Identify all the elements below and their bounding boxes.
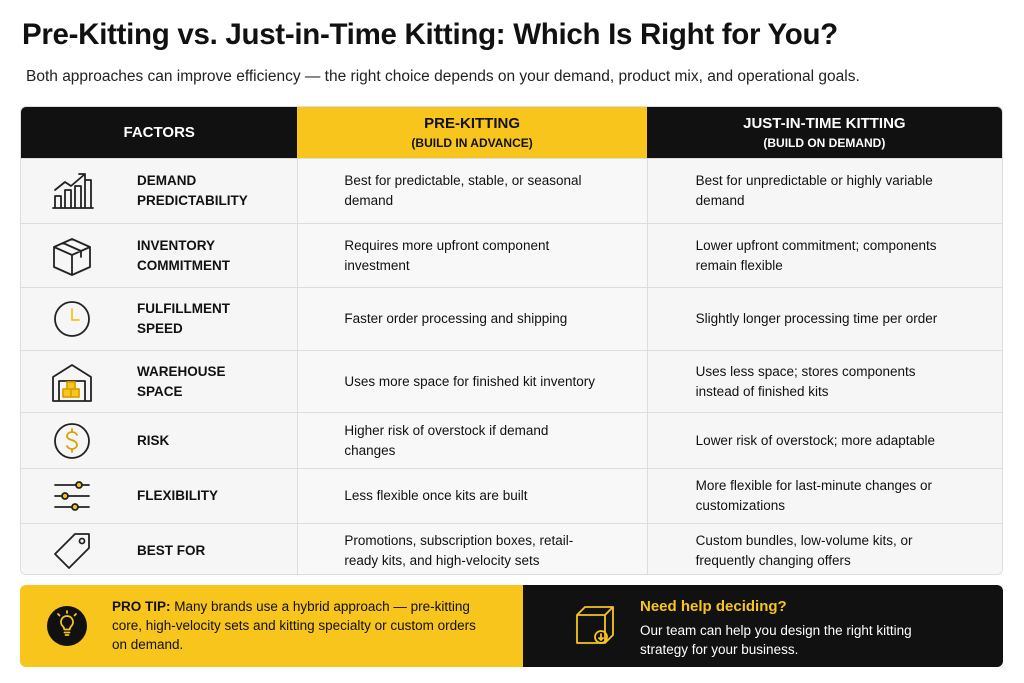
box-icon	[576, 606, 614, 644]
column-label: JUST-IN-TIME KITTING	[743, 115, 906, 132]
jit-text: More flexible for last-minute changes or…	[695, 478, 933, 513]
pro-tip: PRO TIP: Many brands use a hybrid approa…	[20, 585, 523, 667]
factor-label: INVENTORY COMMITMENT	[137, 237, 230, 273]
column-sublabel: (BUILD IN ADVANCE)	[411, 136, 533, 150]
help-text: Our team can help you design the right k…	[640, 623, 912, 657]
factor-label: FLEXIBILITY	[137, 488, 218, 503]
jit-cell: More flexible for last-minute changes or…	[646, 469, 1002, 523]
pre-kitting-text: Higher risk of overstock if demand chang…	[344, 422, 549, 458]
tip-label: PRO TIP:	[112, 599, 171, 614]
pre-kitting-text: Best for predictable, stable, or seasona…	[344, 173, 582, 208]
pre-kitting-cell: Uses more space for finished kit invento…	[297, 351, 647, 412]
help-title: Need help deciding?	[640, 598, 787, 615]
factor-label: FULFILLMENT SPEED	[137, 301, 230, 336]
factor-icon	[54, 301, 90, 337]
pre-kitting-text: Faster order processing and shipping	[344, 311, 568, 326]
subtitle: Both approaches can improve efficiency —…	[26, 68, 860, 85]
factor-cell: RISK	[21, 413, 298, 468]
table-row: FLEXIBILITY Less flexible once kits are b…	[21, 468, 1002, 523]
column-label: PRE-KITTING	[424, 115, 520, 132]
factor-cell: FLEXIBILITY	[21, 469, 298, 523]
bulb-icon	[47, 606, 87, 646]
jit-cell: Uses less space; stores components inste…	[646, 351, 1002, 412]
factor-label: RISK	[137, 432, 170, 448]
jit-text: Lower risk of overstock; more adaptable	[695, 432, 936, 448]
table-row: BEST FOR Promotions, subscription boxes, …	[21, 523, 1002, 574]
factor-label: WAREHOUSE SPACE	[137, 363, 226, 399]
jit-text: Uses less space; stores components inste…	[695, 363, 916, 399]
pre-kitting-cell: Higher risk of overstock if demand chang…	[297, 413, 647, 468]
table-row: INVENTORY COMMITMENT Requires more upfron…	[21, 223, 1002, 287]
factor-icon	[54, 422, 90, 459]
pre-kitting-cell: Faster order processing and shipping	[297, 288, 647, 350]
factor-cell: WAREHOUSE SPACE	[21, 351, 298, 412]
table-row: FULFILLMENT SPEED Faster order processing…	[21, 287, 1002, 350]
column-sublabel: (BUILD ON DEMAND)	[763, 136, 886, 150]
pre-kitting-text: Requires more upfront component investme…	[344, 237, 550, 273]
header-cell: FACTORS	[21, 107, 298, 158]
header-cell: JUST-IN-TIME KITTING (BUILD ON DEMAND)	[646, 107, 1002, 158]
help-box: Need help deciding? Our team can help yo…	[523, 585, 1003, 667]
pre-kitting-cell: Promotions, subscription boxes, retail-r…	[297, 524, 647, 574]
pre-kitting-cell: Requires more upfront component investme…	[297, 224, 647, 287]
jit-cell: Slightly longer processing time per orde…	[646, 288, 1002, 350]
table-row: DEMAND PREDICTABILITY Best for predictabl…	[21, 158, 1002, 223]
jit-text: Best for unpredictable or highly variabl…	[695, 173, 933, 208]
factor-label: BEST FOR	[137, 542, 206, 558]
factor-icon	[54, 532, 90, 569]
factor-cell: FULFILLMENT SPEED	[21, 288, 298, 350]
jit-text: Custom bundles, low-volume kits, or freq…	[695, 532, 913, 568]
jit-cell: Best for unpredictable or highly variabl…	[646, 159, 1002, 223]
table-header: FACTORS PRE-KITTING (BUILD IN ADVANCE) JU…	[21, 107, 1002, 158]
pre-kitting-cell: Best for predictable, stable, or seasona…	[297, 159, 647, 223]
factor-cell: INVENTORY COMMITMENT	[21, 224, 298, 287]
pre-kitting-text: Promotions, subscription boxes, retail-r…	[344, 532, 574, 568]
pre-kitting-cell: Less flexible once kits are built	[297, 469, 647, 523]
pre-kitting-text: Less flexible once kits are built	[344, 488, 528, 503]
jit-cell: Custom bundles, low-volume kits, or freq…	[646, 524, 1002, 574]
table-row: WAREHOUSE SPACE Uses more space for finis…	[21, 350, 1002, 412]
factor-cell: DEMAND PREDICTABILITY	[21, 159, 298, 223]
table-row: RISK Higher risk of overstock if demand c…	[21, 412, 1002, 468]
factor-icon	[52, 363, 92, 402]
factor-icon	[52, 173, 94, 209]
jit-cell: Lower risk of overstock; more adaptable	[646, 413, 1002, 468]
jit-cell: Lower upfront commitment; components rem…	[646, 224, 1002, 287]
tip-body: Many brands use a hybrid approach — pre-…	[112, 599, 476, 652]
jit-text: Lower upfront commitment; components rem…	[695, 237, 937, 273]
jit-text: Slightly longer processing time per orde…	[695, 311, 938, 326]
tip-text: PRO TIP: Many brands use a hybrid approa…	[112, 597, 492, 654]
pre-kitting-text: Uses more space for finished kit invento…	[344, 373, 595, 389]
factor-label: DEMAND PREDICTABILITY	[137, 173, 248, 208]
header-cell: PRE-KITTING (BUILD IN ADVANCE)	[297, 107, 647, 158]
factor-icon	[54, 481, 90, 511]
column-label: FACTORS	[123, 124, 195, 141]
title: Pre-Kitting vs. Just-in-Time Kitting: Wh…	[22, 18, 838, 51]
factor-cell: BEST FOR	[21, 524, 298, 574]
comparison-table: FACTORS PRE-KITTING (BUILD IN ADVANCE) JU…	[20, 106, 1003, 575]
factor-icon	[53, 237, 91, 276]
table-body: DEMAND PREDICTABILITY Best for predictabl…	[21, 158, 1002, 574]
